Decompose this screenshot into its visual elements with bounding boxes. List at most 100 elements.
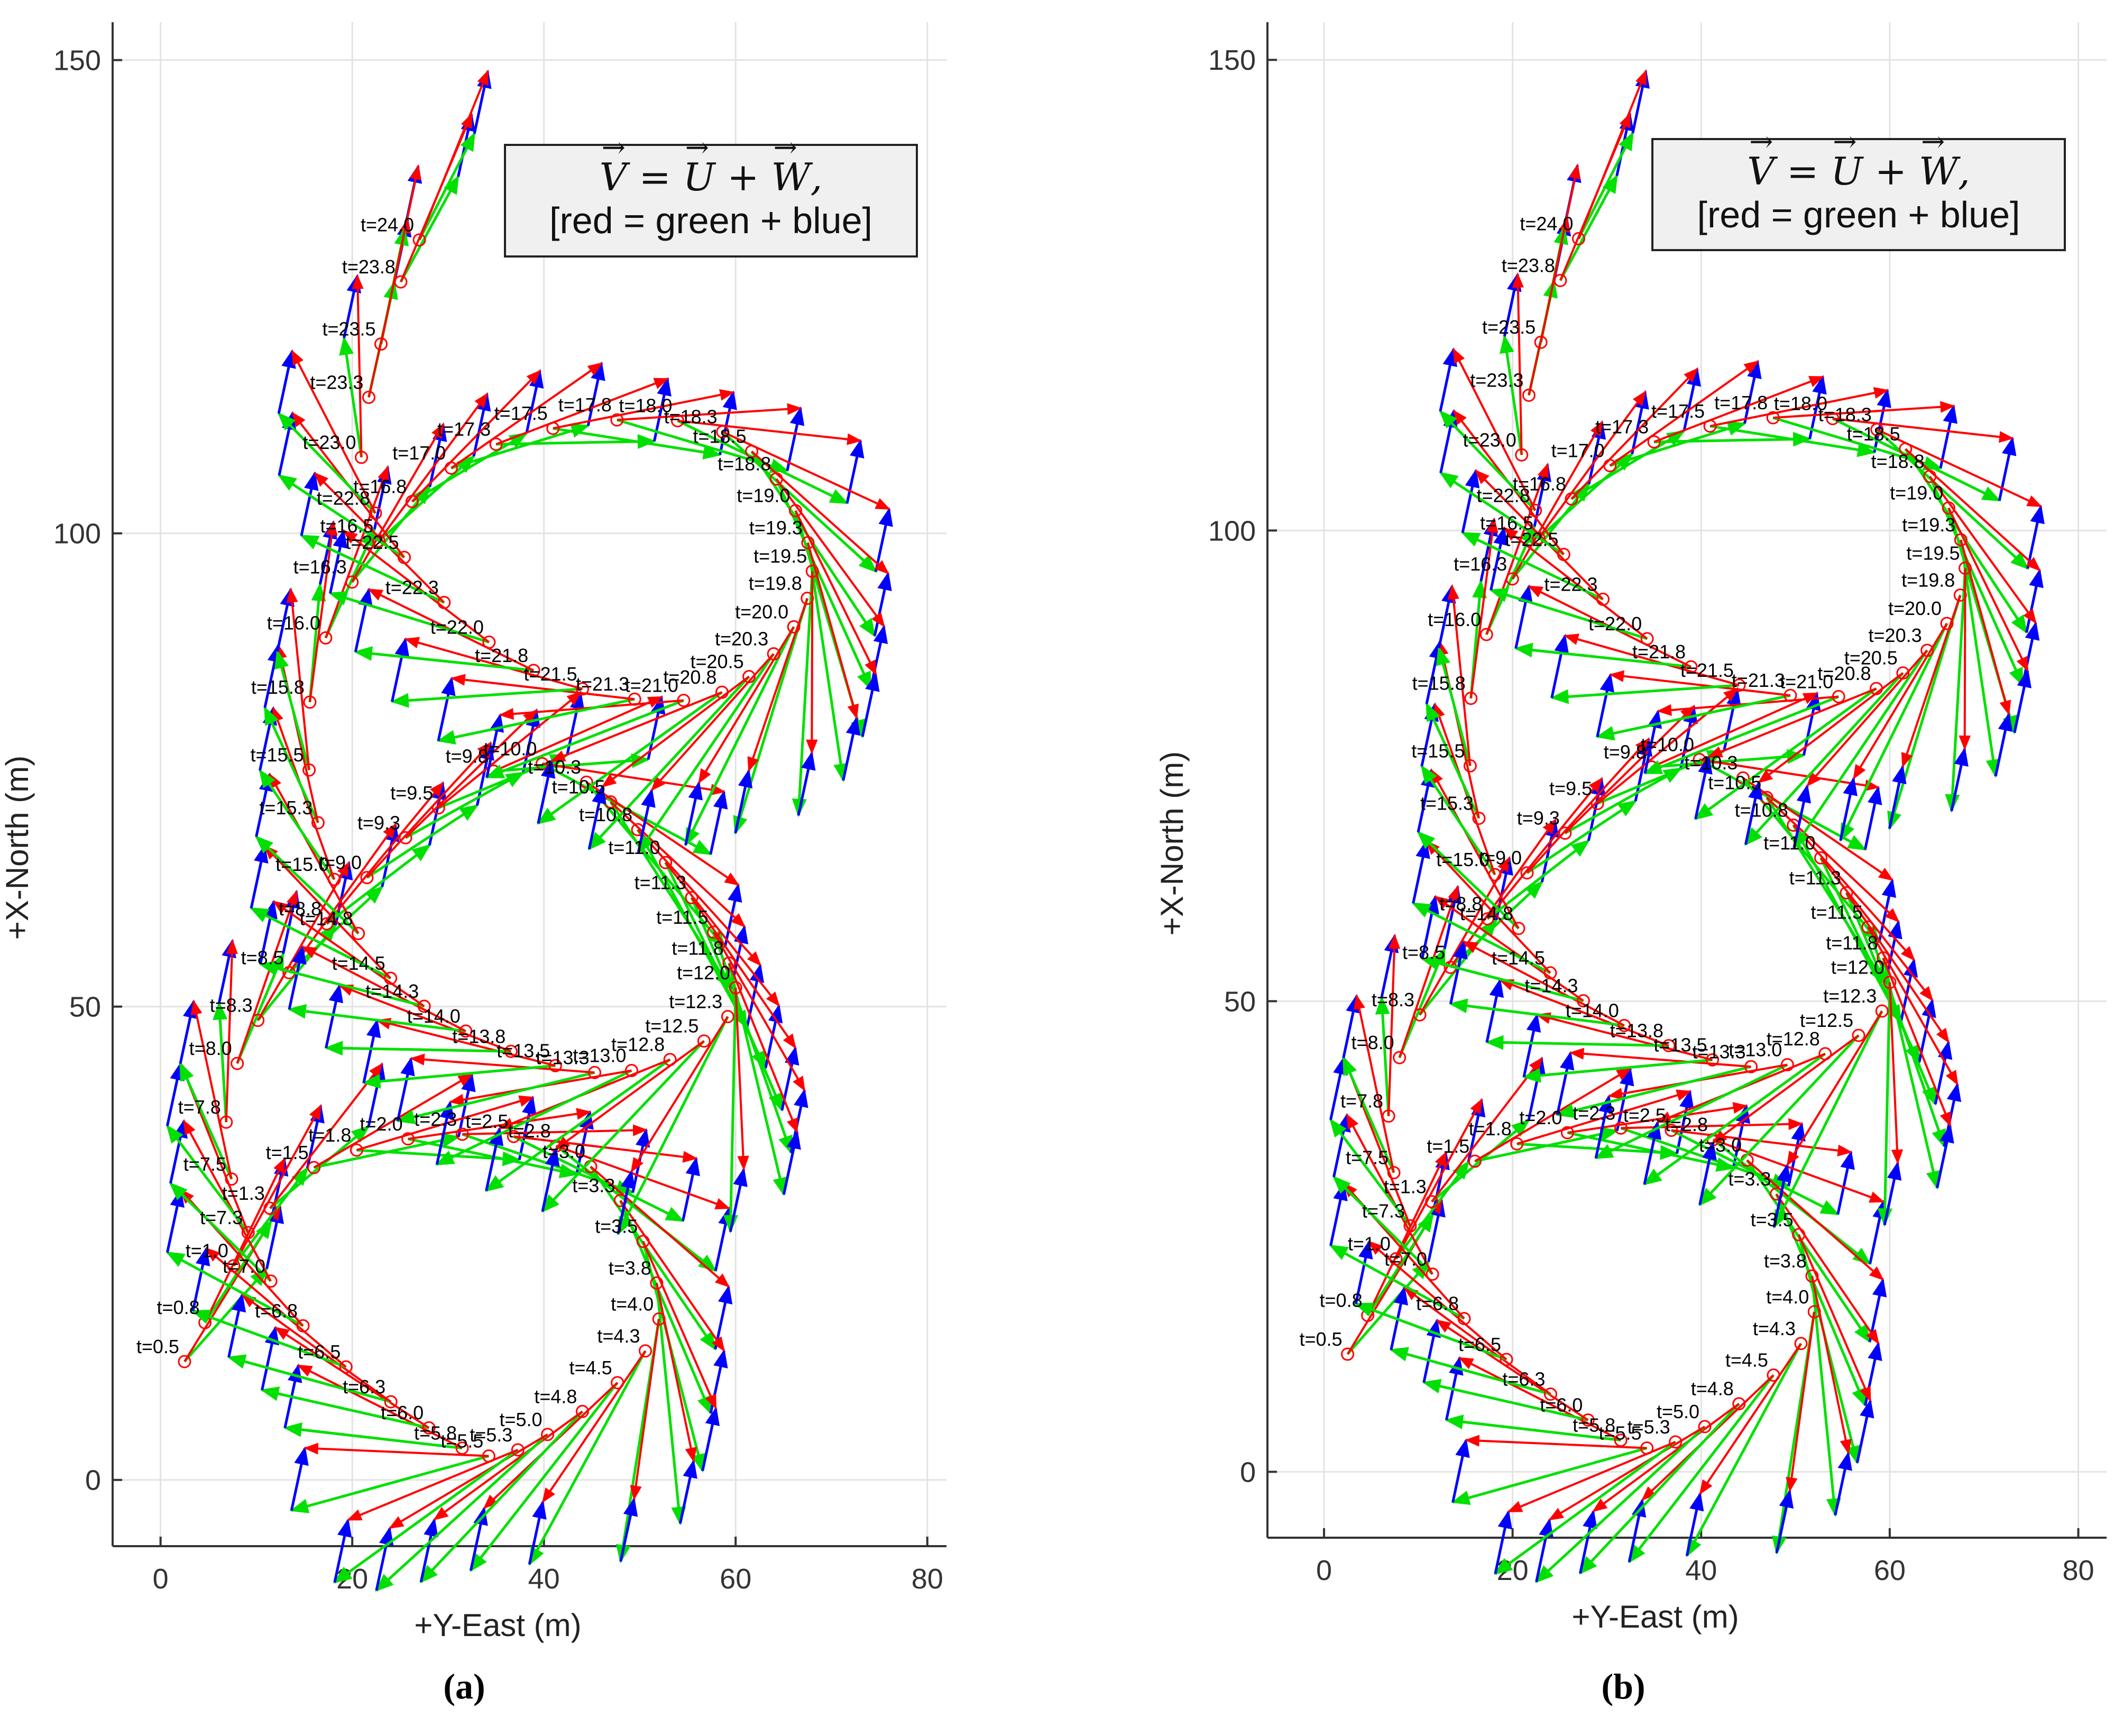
- vector-field: [1329, 69, 2045, 1583]
- position-marker: [1576, 994, 1590, 1008]
- airspeed-vector: [299, 534, 445, 604]
- ground-velocity-vector: [1596, 687, 1739, 805]
- airspeed-vector: [619, 1200, 712, 1415]
- position-marker: [1571, 232, 1585, 245]
- position-marker: [1425, 1195, 1439, 1209]
- position-marker: [1706, 1053, 1720, 1067]
- legend-text-b: [red = green + blue]: [1697, 194, 2020, 235]
- ground-velocity-vector: [418, 70, 489, 241]
- airspeed-vector: [191, 1309, 347, 1368]
- position-marker: [707, 925, 721, 939]
- wind-vector: [1332, 1113, 1351, 1178]
- time-label: t=17.3: [1595, 416, 1649, 438]
- wind-vector: [329, 529, 347, 594]
- time-label: t=1.3: [222, 1182, 265, 1204]
- ground-velocity-vector: [617, 403, 802, 421]
- position-marker: [1883, 976, 1897, 989]
- position-marker: [360, 871, 374, 885]
- time-label: t=17.0: [1551, 440, 1605, 462]
- time-label: t=8.8: [1439, 893, 1482, 915]
- time-label: t=18.0: [619, 395, 672, 417]
- position-marker: [677, 694, 691, 708]
- time-label: t=10.5: [552, 776, 605, 797]
- time-label: t=9.5: [390, 782, 433, 804]
- wind-vector: [861, 672, 880, 737]
- equation-a: V = U + W,: [506, 131, 916, 199]
- time-label: t=11.8: [1826, 932, 1878, 954]
- position-marker: [412, 233, 426, 247]
- time-label: t=2.0: [360, 1113, 403, 1135]
- time-label: t=13.8: [1610, 1019, 1663, 1041]
- position-marker: [319, 631, 333, 645]
- wind-vector: [1873, 388, 1891, 453]
- time-label: t=21.0: [625, 675, 678, 696]
- position-marker: [1665, 1124, 1678, 1137]
- wind-vector: [684, 780, 703, 846]
- time-label: t=9.8: [1604, 741, 1647, 763]
- time-label: t=22.0: [430, 616, 484, 638]
- airspeed-vector: [1514, 642, 1692, 668]
- airspeed-vector: [1394, 1160, 1470, 1260]
- position-marker: [628, 692, 641, 706]
- position-marker: [455, 1441, 469, 1455]
- airspeed-vector: [1460, 531, 1604, 601]
- ground-velocity-vector: [734, 987, 749, 1171]
- time-label: t=18.0: [1774, 393, 1827, 415]
- ground-velocity-vector: [1653, 375, 1825, 443]
- position-marker: [729, 981, 742, 995]
- position-marker: [339, 1360, 353, 1374]
- position-marker: [431, 801, 445, 815]
- airspeed-vector: [1451, 1447, 1648, 1505]
- time-label: t=20.3: [715, 628, 768, 650]
- airspeed-vector: [541, 1040, 705, 1213]
- airspeed-vector: [353, 646, 534, 672]
- airspeed-vector: [1494, 1440, 1677, 1575]
- eq-u-a: U: [683, 131, 715, 199]
- time-label: t=19.3: [749, 517, 803, 538]
- position-marker: [231, 1057, 244, 1070]
- ground-velocity-vector: [1434, 896, 1584, 1002]
- airspeed-vector: [258, 961, 425, 1008]
- time-label: t=15.8: [251, 676, 305, 698]
- wind-vector: [1329, 1055, 1348, 1120]
- wind-vector: [1579, 1509, 1597, 1574]
- wind-vector: [277, 349, 296, 414]
- position-marker: [399, 831, 412, 844]
- ground-velocity-vector: [550, 691, 723, 762]
- time-label: t=17.3: [437, 418, 491, 440]
- position-marker: [1505, 572, 1519, 586]
- time-label: t=15.3: [259, 797, 312, 819]
- ground-velocity-vector: [1867, 926, 1959, 1086]
- position-marker: [1520, 866, 1534, 880]
- position-marker: [1698, 1420, 1712, 1434]
- time-label: t=18.5: [1847, 423, 1900, 445]
- ground-velocity-vector: [1786, 1311, 1816, 1493]
- y-tick-label: 100: [53, 518, 101, 550]
- ground-velocity-vector: [1832, 417, 2014, 443]
- airspeed-vector: [637, 653, 775, 855]
- position-marker: [659, 856, 673, 869]
- position-marker: [1529, 503, 1542, 517]
- wind-vector: [1494, 1510, 1512, 1574]
- ground-velocity-vector: [433, 1410, 583, 1521]
- y-tick-label: 0: [1240, 1456, 1256, 1488]
- wind-vector: [191, 1246, 210, 1311]
- ground-velocity-vector: [274, 1326, 430, 1429]
- position-marker: [444, 461, 458, 475]
- ground-velocity-vector: [338, 984, 512, 1053]
- time-label: t=7.3: [1362, 1200, 1405, 1221]
- time-label: t=3.0: [543, 1141, 585, 1162]
- airspeed-vector: [1712, 1138, 1872, 1265]
- position-marker: [1463, 759, 1477, 773]
- position-marker: [1826, 412, 1840, 426]
- ground-velocity-vector: [269, 773, 360, 934]
- ground-velocity-vector: [1503, 527, 1648, 640]
- position-marker: [1861, 920, 1875, 934]
- airspeed-vector: [1772, 1010, 1883, 1229]
- time-label: t=18.3: [664, 406, 718, 428]
- time-label: t=9.8: [446, 746, 489, 767]
- time-label: t=4.0: [611, 1293, 654, 1315]
- time-label: t=24.0: [361, 214, 414, 236]
- wind-vector: [300, 471, 319, 536]
- wind-vector: [1556, 1051, 1575, 1115]
